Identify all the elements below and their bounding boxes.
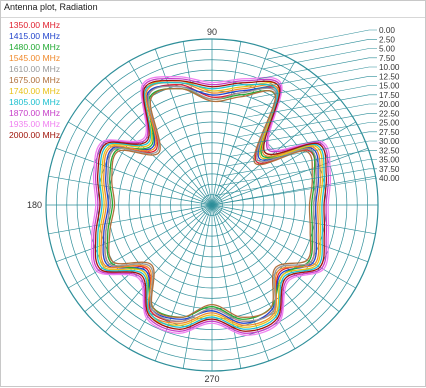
grid-spoke bbox=[154, 48, 213, 206]
pattern-series bbox=[90, 76, 332, 336]
grid-spoke bbox=[182, 41, 213, 206]
tick-leader bbox=[248, 85, 377, 109]
grid-spoke bbox=[84, 204, 213, 312]
radial-tick-label: 37.50 bbox=[379, 165, 400, 174]
tick-leader bbox=[270, 29, 377, 50]
tick-leader bbox=[262, 48, 377, 70]
angle-label-90: 90 bbox=[207, 27, 217, 37]
tick-leader bbox=[251, 75, 377, 99]
grid-spoke bbox=[128, 204, 213, 349]
grid-spoke bbox=[211, 121, 356, 206]
grid-spoke bbox=[211, 48, 270, 206]
tick-leader bbox=[244, 94, 377, 118]
radial-tick-label: 5.00 bbox=[379, 45, 395, 54]
radial-tick-label: 7.50 bbox=[379, 54, 395, 63]
legend-entry: 1545.00 MHz bbox=[9, 53, 60, 63]
grid-spoke bbox=[211, 175, 376, 206]
grid-spoke bbox=[68, 121, 213, 206]
tick-leader bbox=[241, 103, 377, 128]
series-line bbox=[90, 76, 332, 336]
grid-spoke bbox=[211, 204, 296, 349]
grid-spoke bbox=[211, 41, 242, 206]
plot-frame: 90 180 270 0.00 2.50 5.00 7.50 10.00 12.50 15.00 1… bbox=[0, 17, 426, 387]
tick-leader bbox=[266, 38, 377, 60]
angle-label-270: 270 bbox=[204, 374, 219, 384]
grid-spoke bbox=[211, 204, 270, 362]
grid-spoke bbox=[55, 147, 213, 206]
legend-entry: 1350.00 MHz bbox=[9, 20, 60, 30]
legend-entry: 1675.00 MHz bbox=[9, 75, 60, 85]
series-line bbox=[94, 79, 328, 332]
radial-tick-label: 22.50 bbox=[379, 109, 400, 118]
series-line bbox=[100, 81, 322, 326]
radial-tick-label: 27.50 bbox=[379, 128, 400, 137]
radial-tick-label: 12.50 bbox=[379, 72, 400, 81]
grid-spoke bbox=[211, 204, 242, 369]
tick-leader bbox=[237, 113, 377, 138]
tick-leader bbox=[259, 57, 377, 79]
grid-spoke bbox=[154, 204, 213, 362]
grid-spoke bbox=[211, 147, 369, 206]
radial-tick-label: 15.00 bbox=[379, 82, 400, 91]
grid-spoke bbox=[182, 204, 213, 369]
tick-leader bbox=[222, 150, 377, 177]
legend-entry: 1415.00 MHz bbox=[9, 31, 60, 41]
legend-entry: 1935.00 MHz bbox=[9, 119, 60, 129]
tick-leader bbox=[219, 159, 377, 186]
legend-entry: 1870.00 MHz bbox=[9, 108, 60, 118]
radial-tick-label: 32.50 bbox=[379, 146, 400, 155]
radial-tick-label: 2.50 bbox=[379, 35, 395, 44]
grid-spoke bbox=[105, 204, 213, 333]
radial-tick-label: 25.00 bbox=[379, 119, 400, 128]
legend-entry: 1610.00 MHz bbox=[9, 64, 60, 74]
grid-spoke bbox=[211, 204, 356, 289]
radial-tick-label: 10.00 bbox=[379, 63, 400, 72]
tick-leader bbox=[230, 131, 377, 157]
tick-leader bbox=[255, 66, 377, 89]
grid-spoke bbox=[48, 175, 213, 206]
legend-entry: 2000.00 MHz bbox=[9, 130, 60, 140]
tick-leader bbox=[233, 122, 377, 147]
grid-spoke bbox=[48, 204, 213, 235]
tick-leader bbox=[226, 140, 377, 167]
radial-tick-label: 40.00 bbox=[379, 174, 400, 183]
radial-tick-label: 17.50 bbox=[379, 91, 400, 100]
grid-spoke bbox=[211, 204, 340, 312]
series-line bbox=[96, 81, 326, 330]
grid-spoke bbox=[55, 204, 213, 263]
plot-title-bar: Antenna plot, Radiation bbox=[0, 0, 426, 18]
grid-spoke bbox=[68, 204, 213, 289]
axis-labels: 90 180 270 0.002.505.007.5010.0012.5015.001… bbox=[27, 26, 400, 384]
radial-tick-label: 30.00 bbox=[379, 137, 400, 146]
grid-spoke bbox=[211, 204, 369, 263]
radial-tick-label: 35.00 bbox=[379, 156, 400, 165]
legend-entry: 1805.00 MHz bbox=[9, 97, 60, 107]
legend-entry: 1480.00 MHz bbox=[9, 42, 60, 52]
radial-tick-label: 0.00 bbox=[379, 26, 395, 35]
legend-entry: 1740.00 MHz bbox=[9, 86, 60, 96]
window-title: Antenna plot, Radiation bbox=[4, 2, 98, 12]
series-line bbox=[108, 87, 313, 318]
grid-spoke bbox=[211, 204, 319, 333]
grid-spoke bbox=[211, 204, 376, 235]
antenna-polar-plot: 901802700.002.505.007.5010.0012.5015.001… bbox=[9, 20, 400, 384]
angle-label-180: 180 bbox=[27, 200, 42, 210]
radial-tick-label: 20.00 bbox=[379, 100, 400, 109]
series-line bbox=[92, 77, 330, 334]
tick-leader bbox=[215, 168, 377, 196]
grid-spoke bbox=[84, 98, 213, 206]
polar-grid bbox=[45, 38, 379, 372]
tick-leader bbox=[211, 177, 378, 206]
